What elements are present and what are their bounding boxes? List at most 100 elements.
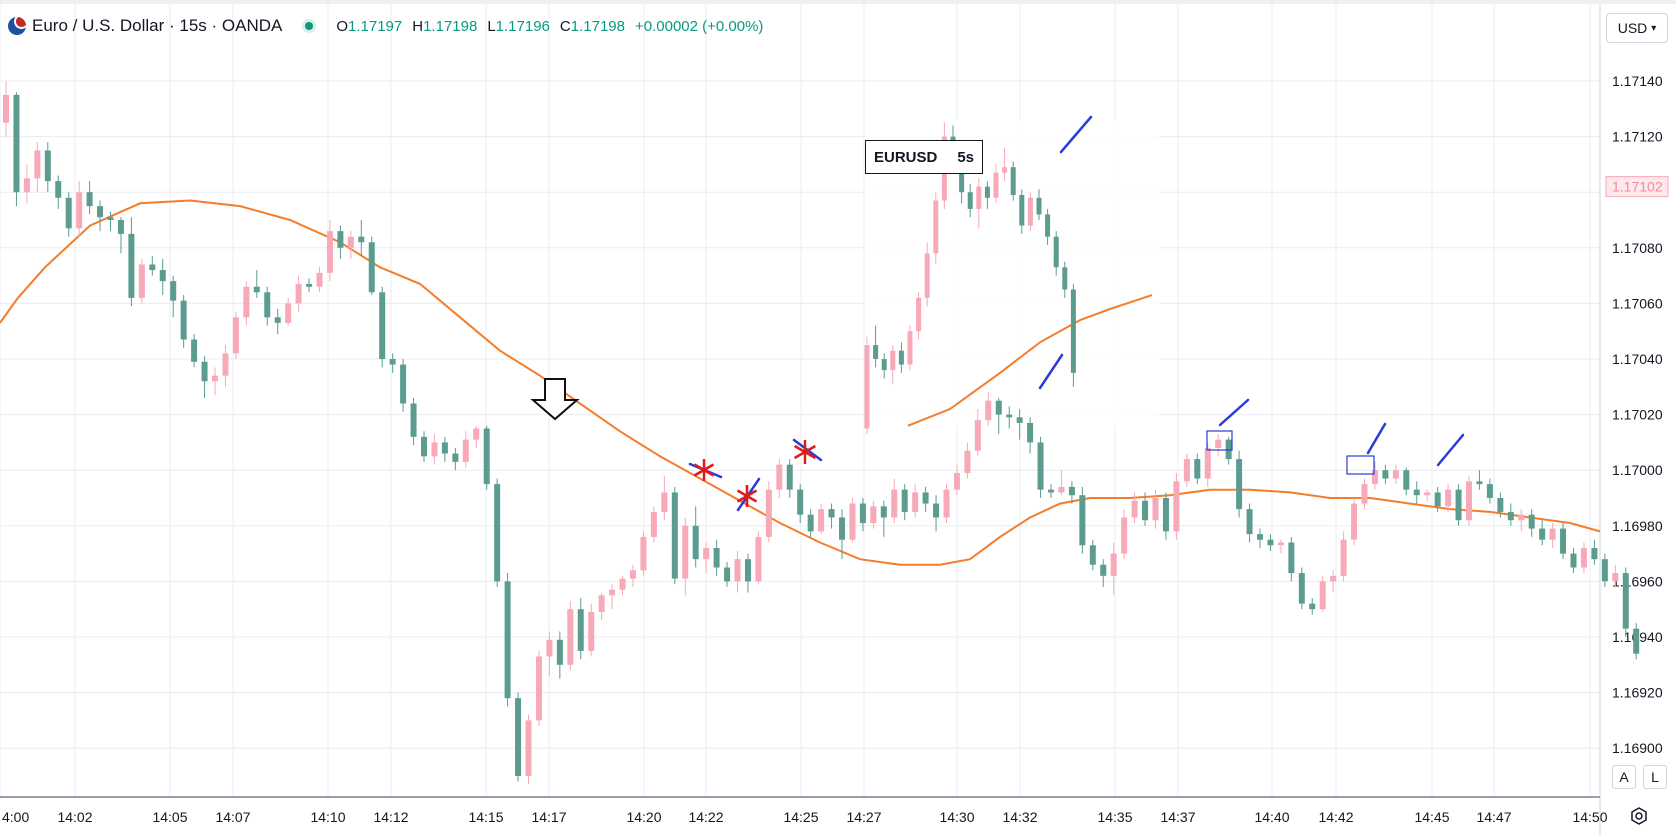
down-arrow-icon	[530, 378, 580, 421]
candle-body	[974, 420, 981, 451]
candle-body	[243, 286, 250, 318]
x-tick-label: 14:50	[1572, 809, 1607, 825]
candle-body	[65, 197, 72, 229]
open-label: O	[336, 17, 349, 35]
candle-body	[901, 489, 908, 512]
candle-body	[839, 517, 845, 540]
candle-body	[828, 509, 835, 518]
inset-candle-body	[864, 345, 870, 429]
candle-body	[515, 698, 522, 776]
candle-body	[630, 570, 636, 579]
x-tick-label: 14:47	[1476, 809, 1511, 825]
candle-body	[1225, 439, 1232, 460]
candle-body	[1539, 528, 1546, 540]
inset-candle-body	[898, 350, 904, 365]
candle-body	[535, 656, 542, 721]
asterisk-icon	[693, 459, 715, 481]
candle-body	[922, 492, 929, 504]
x-tick-label: 14:15	[468, 809, 503, 825]
candle-body	[1162, 498, 1169, 532]
candle-body	[1142, 500, 1149, 521]
currency-dropdown[interactable]: USD ▾	[1606, 13, 1668, 43]
candle-body	[1194, 459, 1201, 479]
trend-line-annotation	[1366, 422, 1387, 455]
x-tick-label: 14:40	[1254, 809, 1289, 825]
candle-body	[1068, 486, 1075, 496]
candle-body	[765, 489, 772, 537]
candle-body	[1330, 575, 1337, 582]
log-scale-button[interactable]: L	[1643, 765, 1667, 789]
inset-candle-body	[1036, 197, 1042, 215]
candle-body	[1110, 553, 1117, 576]
candle-body	[1298, 573, 1305, 604]
asterisk-stroke	[793, 444, 817, 460]
inset-moving-average-line	[907, 294, 1153, 427]
current-price-label: 1.17102	[1612, 179, 1663, 195]
y-tick-label: 1.16980	[1612, 518, 1663, 534]
candle-body	[138, 264, 145, 298]
x-tick-label: 14:22	[688, 809, 723, 825]
candle-body	[943, 489, 950, 518]
candle-body	[379, 292, 386, 359]
candle-body	[1257, 534, 1263, 540]
close-value: 1.17198	[570, 17, 625, 35]
candle-body	[191, 339, 198, 362]
candle-body	[995, 400, 1002, 415]
candle-body	[671, 492, 678, 579]
candle-body	[1319, 581, 1326, 610]
candle-body	[128, 233, 135, 298]
x-tick-label: 14:17	[531, 809, 566, 825]
asterisk-icon	[736, 485, 758, 507]
asterisk-stroke	[736, 489, 758, 503]
candle-body	[1131, 500, 1138, 518]
gear-icon[interactable]	[1628, 805, 1650, 827]
candle-body	[180, 300, 187, 340]
inset-candle-body	[890, 350, 896, 371]
candle-body	[326, 231, 333, 273]
candle-body	[1392, 470, 1399, 479]
candle-body	[86, 192, 93, 207]
trend-line-annotation	[1059, 115, 1093, 154]
candle-body	[494, 484, 501, 582]
auto-scale-button[interactable]: A	[1612, 765, 1636, 789]
inset-candle-body	[907, 331, 913, 365]
auto-scale-label: A	[1619, 769, 1629, 785]
candle-body	[985, 400, 992, 421]
candle-body	[1006, 414, 1013, 418]
candle-body	[358, 236, 365, 243]
candle-body	[1016, 417, 1023, 423]
candle-body	[316, 272, 323, 287]
candle-body	[692, 525, 699, 560]
candle-body	[76, 192, 83, 229]
change-value: +0.00002 (+0.00%)	[634, 17, 764, 35]
candle-body	[682, 525, 689, 579]
candle-body	[1424, 492, 1431, 496]
symbol-title[interactable]: Euro / U.S. Dollar · 15s · OANDA	[32, 16, 283, 35]
highlight-box	[1206, 430, 1233, 451]
candle-body	[253, 286, 260, 293]
candle-body	[880, 506, 887, 518]
x-tick-label: 14:02	[57, 809, 92, 825]
candle-body	[891, 489, 898, 518]
inset-candle-body	[881, 359, 887, 371]
ohlc-values: O1.17197 H1.17198 L1.17196 C1.17198 +0.0…	[336, 18, 763, 35]
y-tick-label: 1.17080	[1612, 240, 1663, 256]
candle-body	[1413, 489, 1420, 496]
y-tick-label: 1.17020	[1612, 407, 1663, 423]
candle-body	[744, 559, 751, 582]
trend-line-annotation	[1218, 398, 1250, 427]
candle-body	[1560, 528, 1567, 554]
candle-body	[1152, 498, 1159, 521]
candle-body	[807, 514, 814, 532]
candle-body	[285, 303, 292, 323]
candle-body	[117, 220, 124, 234]
candle-body	[1079, 495, 1086, 546]
candle-body	[588, 611, 595, 651]
candle-body	[1580, 548, 1587, 568]
candle-body	[818, 509, 825, 532]
candle-body	[1434, 492, 1441, 507]
candle-body	[1027, 422, 1034, 443]
candle-body	[441, 442, 448, 454]
y-tick-label: 1.17040	[1612, 351, 1663, 367]
